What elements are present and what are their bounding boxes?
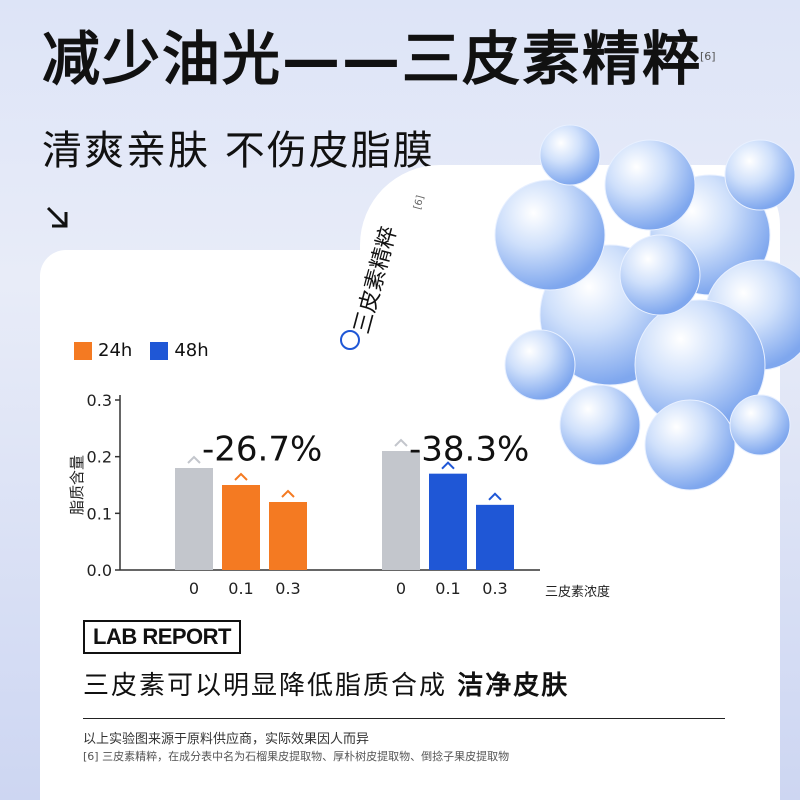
y-tick-label: 0.1 bbox=[87, 504, 112, 523]
title-reference: [6] bbox=[700, 50, 716, 63]
legend-swatch-48h bbox=[150, 341, 169, 360]
bar-cap-marker bbox=[234, 472, 248, 481]
bar-cap-marker bbox=[441, 461, 455, 470]
bar-48h-0.3 bbox=[476, 504, 514, 570]
conclusion-bold: 洁净皮肤 bbox=[457, 671, 570, 701]
bar-24h-0 bbox=[175, 468, 213, 570]
molecule-label-text: 三皮素精粹 bbox=[350, 224, 403, 337]
lab-report-badge: LAB REPORT bbox=[83, 620, 241, 654]
y-tick-label: 0.0 bbox=[87, 561, 112, 580]
bar-cap-marker bbox=[488, 492, 502, 501]
legend-item-24h: 24h bbox=[74, 340, 132, 361]
circle-marker-icon bbox=[340, 330, 360, 350]
bar-48h-0.1 bbox=[429, 473, 467, 570]
y-axis-label: 脂质含量 bbox=[68, 455, 86, 515]
ingredient-footnote: [6] 三皮素精粹，在成分表中名为石榴果皮提取物、厚朴树皮提取物、倒捻子果皮提取… bbox=[83, 750, 510, 763]
disclaimer-note: 以上实验图来源于原料供应商，实际效果因人而异 bbox=[83, 732, 370, 747]
legend-item-48h: 48h bbox=[150, 340, 209, 361]
change-label-24h: -26.7% bbox=[202, 430, 322, 470]
x-tick-label: 0.1 bbox=[435, 579, 460, 598]
legend-label-48h: 48h bbox=[174, 340, 209, 361]
arrow-down-right-icon bbox=[46, 206, 68, 228]
change-label-48h: -38.3% bbox=[409, 430, 529, 470]
legend-label-24h: 24h bbox=[98, 340, 133, 361]
x-axis-label: 三皮素浓度 bbox=[545, 584, 610, 600]
bar-24h-0.1 bbox=[222, 485, 260, 570]
x-tick-label: 0.3 bbox=[275, 579, 300, 598]
bar-cap-marker bbox=[281, 489, 295, 498]
bar-48h-0 bbox=[382, 451, 420, 570]
x-tick-label: 0 bbox=[189, 579, 199, 598]
molecule-label: 三皮素精粹 [6] bbox=[340, 194, 427, 350]
x-tick-label: 0 bbox=[396, 579, 406, 598]
bar-cap-marker bbox=[187, 455, 201, 464]
divider bbox=[83, 718, 725, 719]
y-tick-label: 0.3 bbox=[87, 391, 112, 410]
x-tick-label: 0.1 bbox=[228, 579, 253, 598]
legend-swatch-24h bbox=[74, 341, 92, 360]
page-subtitle: 清爽亲肤 不伤皮脂膜 bbox=[42, 128, 435, 174]
molecule-label-ref: [6] bbox=[412, 194, 426, 211]
bar-cap-marker bbox=[394, 438, 408, 447]
bar-24h-0.3 bbox=[269, 502, 307, 570]
conclusion-main: 三皮素可以明显降低脂质合成 bbox=[83, 671, 448, 701]
page-title: 减少油光——三皮素精粹 bbox=[42, 25, 703, 93]
chart-legend: 24h 48h bbox=[74, 340, 209, 361]
molecule-bubble-illustration bbox=[494, 124, 800, 491]
conclusion-text: 三皮素可以明显降低脂质合成 洁净皮肤 bbox=[83, 665, 569, 702]
y-tick-label: 0.2 bbox=[87, 448, 112, 467]
x-tick-label: 0.3 bbox=[482, 579, 507, 598]
